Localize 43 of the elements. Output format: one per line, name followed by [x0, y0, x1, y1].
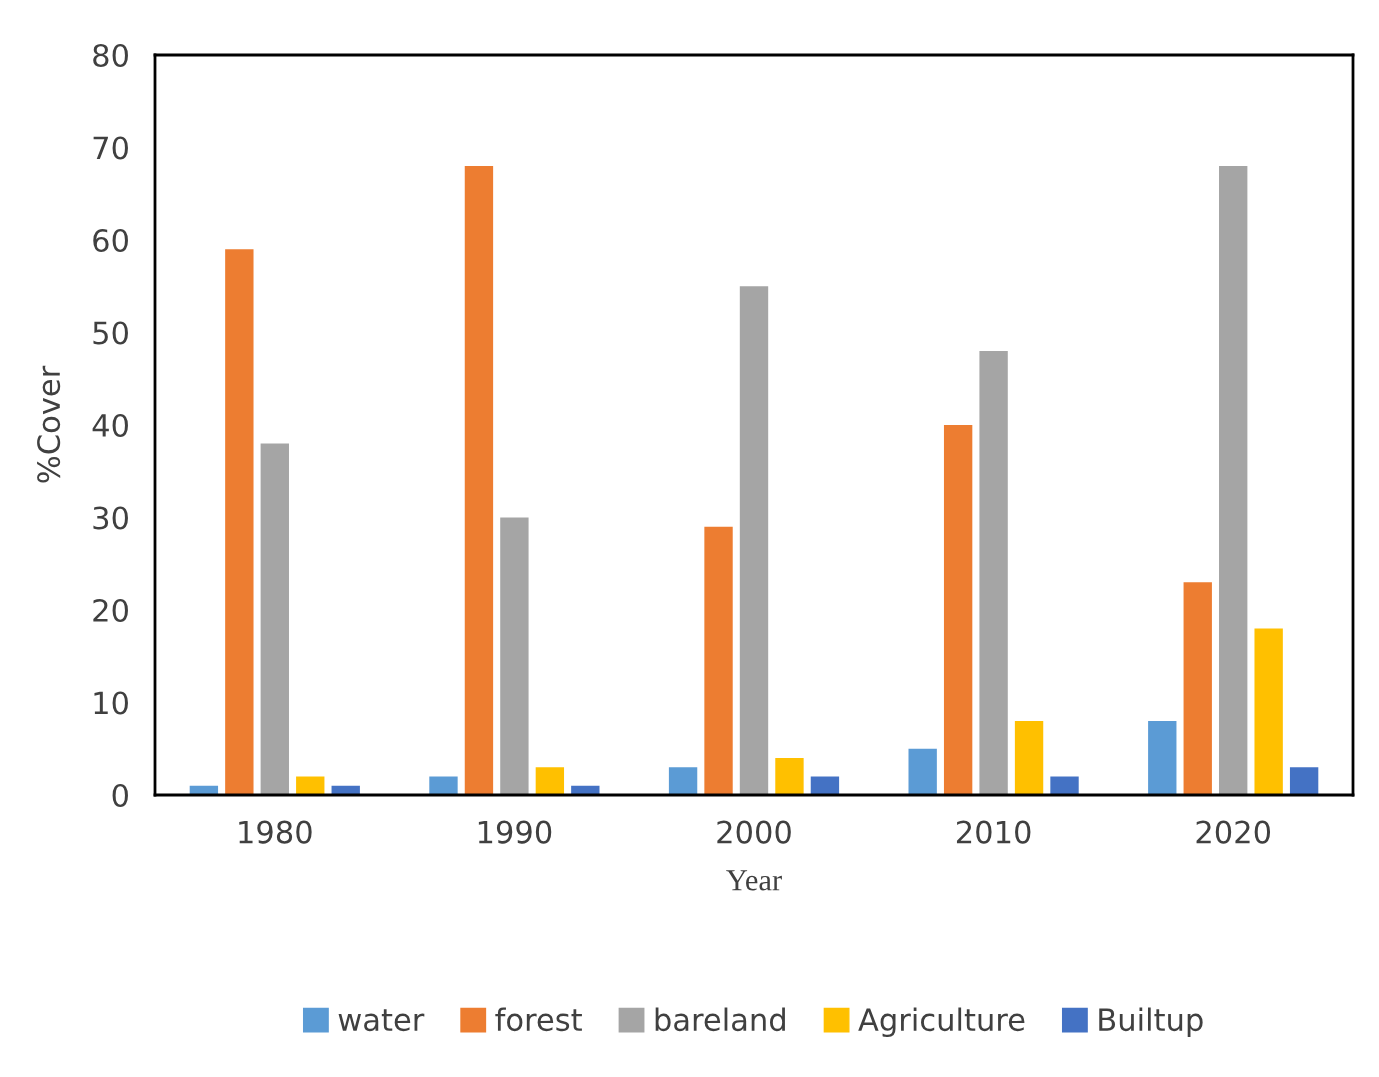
- y-tick-label: 30: [93, 506, 128, 530]
- bar: [1014, 721, 1044, 795]
- bar: [1254, 628, 1283, 795]
- legend-label: bareland: [655, 1007, 785, 1032]
- x-tick-label: 1980: [239, 820, 312, 844]
- bar: [296, 776, 325, 795]
- y-tick-label: 70: [93, 136, 128, 160]
- bar: [1219, 166, 1248, 795]
- y-tick-label: 50: [93, 321, 128, 345]
- bar: [500, 517, 529, 795]
- x-tick-label: 1990: [478, 820, 552, 844]
- bar: [1148, 721, 1177, 795]
- bar: [1183, 582, 1212, 795]
- y-tick-label: 0: [112, 783, 128, 808]
- bar: [225, 249, 254, 795]
- y-tick-label: 60: [93, 228, 128, 253]
- bar: [1050, 776, 1079, 795]
- bar: [810, 776, 840, 795]
- bar: [704, 526, 733, 795]
- legend-label: Agriculture: [858, 1007, 1025, 1038]
- x-tick-label: 2000: [717, 820, 791, 844]
- legend-label: forest: [495, 1007, 582, 1032]
- bar: [943, 425, 973, 795]
- y-axis-title: %Cover: [37, 365, 61, 483]
- bar: [775, 758, 804, 795]
- x-tick-label: 2020: [1196, 820, 1271, 844]
- bar: [260, 443, 289, 795]
- bar: [1289, 767, 1319, 795]
- bar: [739, 286, 769, 795]
- x-axis-title: Year: [726, 870, 782, 891]
- y-tick-label: 40: [92, 413, 128, 438]
- bar: [464, 166, 494, 795]
- y-tick-label: 10: [94, 691, 128, 715]
- bar: [535, 767, 565, 795]
- legend-label: Builtup: [1099, 1007, 1203, 1038]
- bar: [668, 767, 698, 795]
- y-tick-label: 20: [93, 598, 128, 623]
- legend-label: water: [338, 1009, 425, 1032]
- bar: [979, 351, 1008, 795]
- y-tick-label: 80: [93, 43, 128, 68]
- x-tick-label: 2010: [956, 820, 1031, 844]
- bar: [429, 776, 458, 795]
- bar: [908, 748, 937, 795]
